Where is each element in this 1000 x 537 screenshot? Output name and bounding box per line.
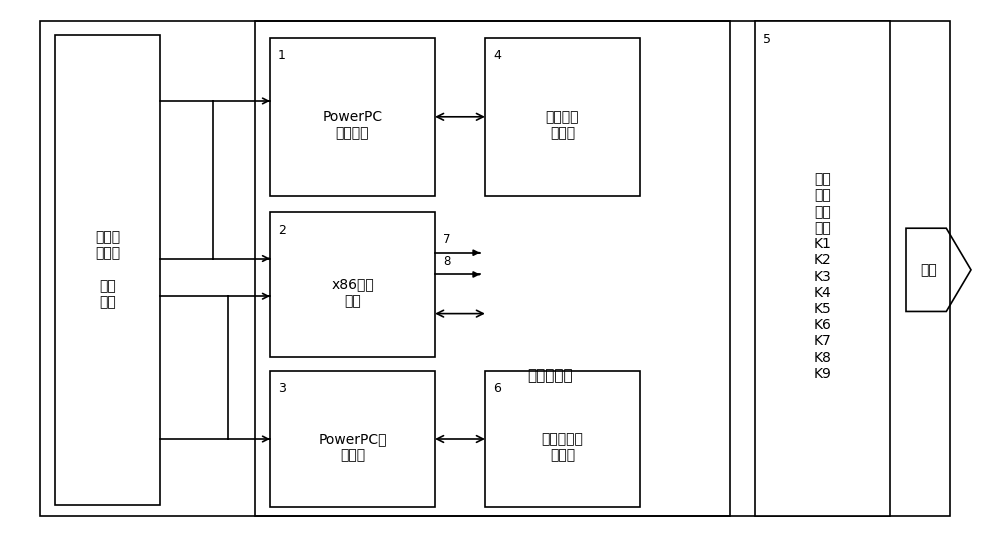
Bar [485, 371, 640, 507]
Bar [485, 38, 640, 196]
Text: 6: 6 [493, 382, 501, 395]
Text: 8: 8 [443, 255, 450, 268]
Bar [270, 371, 435, 507]
Bar [55, 35, 160, 505]
Text: 3: 3 [278, 382, 286, 395]
Text: PowerPC
工作单元: PowerPC 工作单元 [322, 110, 383, 140]
Bar [255, 21, 730, 516]
Text: x86工作
单元: x86工作 单元 [331, 278, 374, 308]
Text: 高速
模拟
开关
电路
K1
K2
K3
K4
K5
K6
K7
K8
K9: 高速 模拟 开关 电路 K1 K2 K3 K4 K5 K6 K7 K8 K9 [814, 172, 831, 381]
Text: 7: 7 [443, 233, 451, 246]
Text: PowerPC监
控单元: PowerPC监 控单元 [318, 432, 387, 462]
Bar [755, 21, 890, 516]
Text: 1: 1 [278, 49, 286, 62]
Text: 模块间通
信电路: 模块间通 信电路 [546, 110, 579, 140]
Text: 2: 2 [278, 224, 286, 237]
Text: 模拟量
数字量

输入
信号: 模拟量 数字量 输入 信号 [95, 230, 120, 309]
Text: 4: 4 [493, 49, 501, 62]
Text: 余度管理板: 余度管理板 [527, 368, 573, 383]
Bar [270, 38, 435, 196]
Text: 二次电源供
电电路: 二次电源供 电电路 [542, 432, 583, 462]
Text: 5: 5 [763, 33, 771, 46]
Text: 输出: 输出 [920, 263, 937, 277]
Bar [270, 212, 435, 357]
